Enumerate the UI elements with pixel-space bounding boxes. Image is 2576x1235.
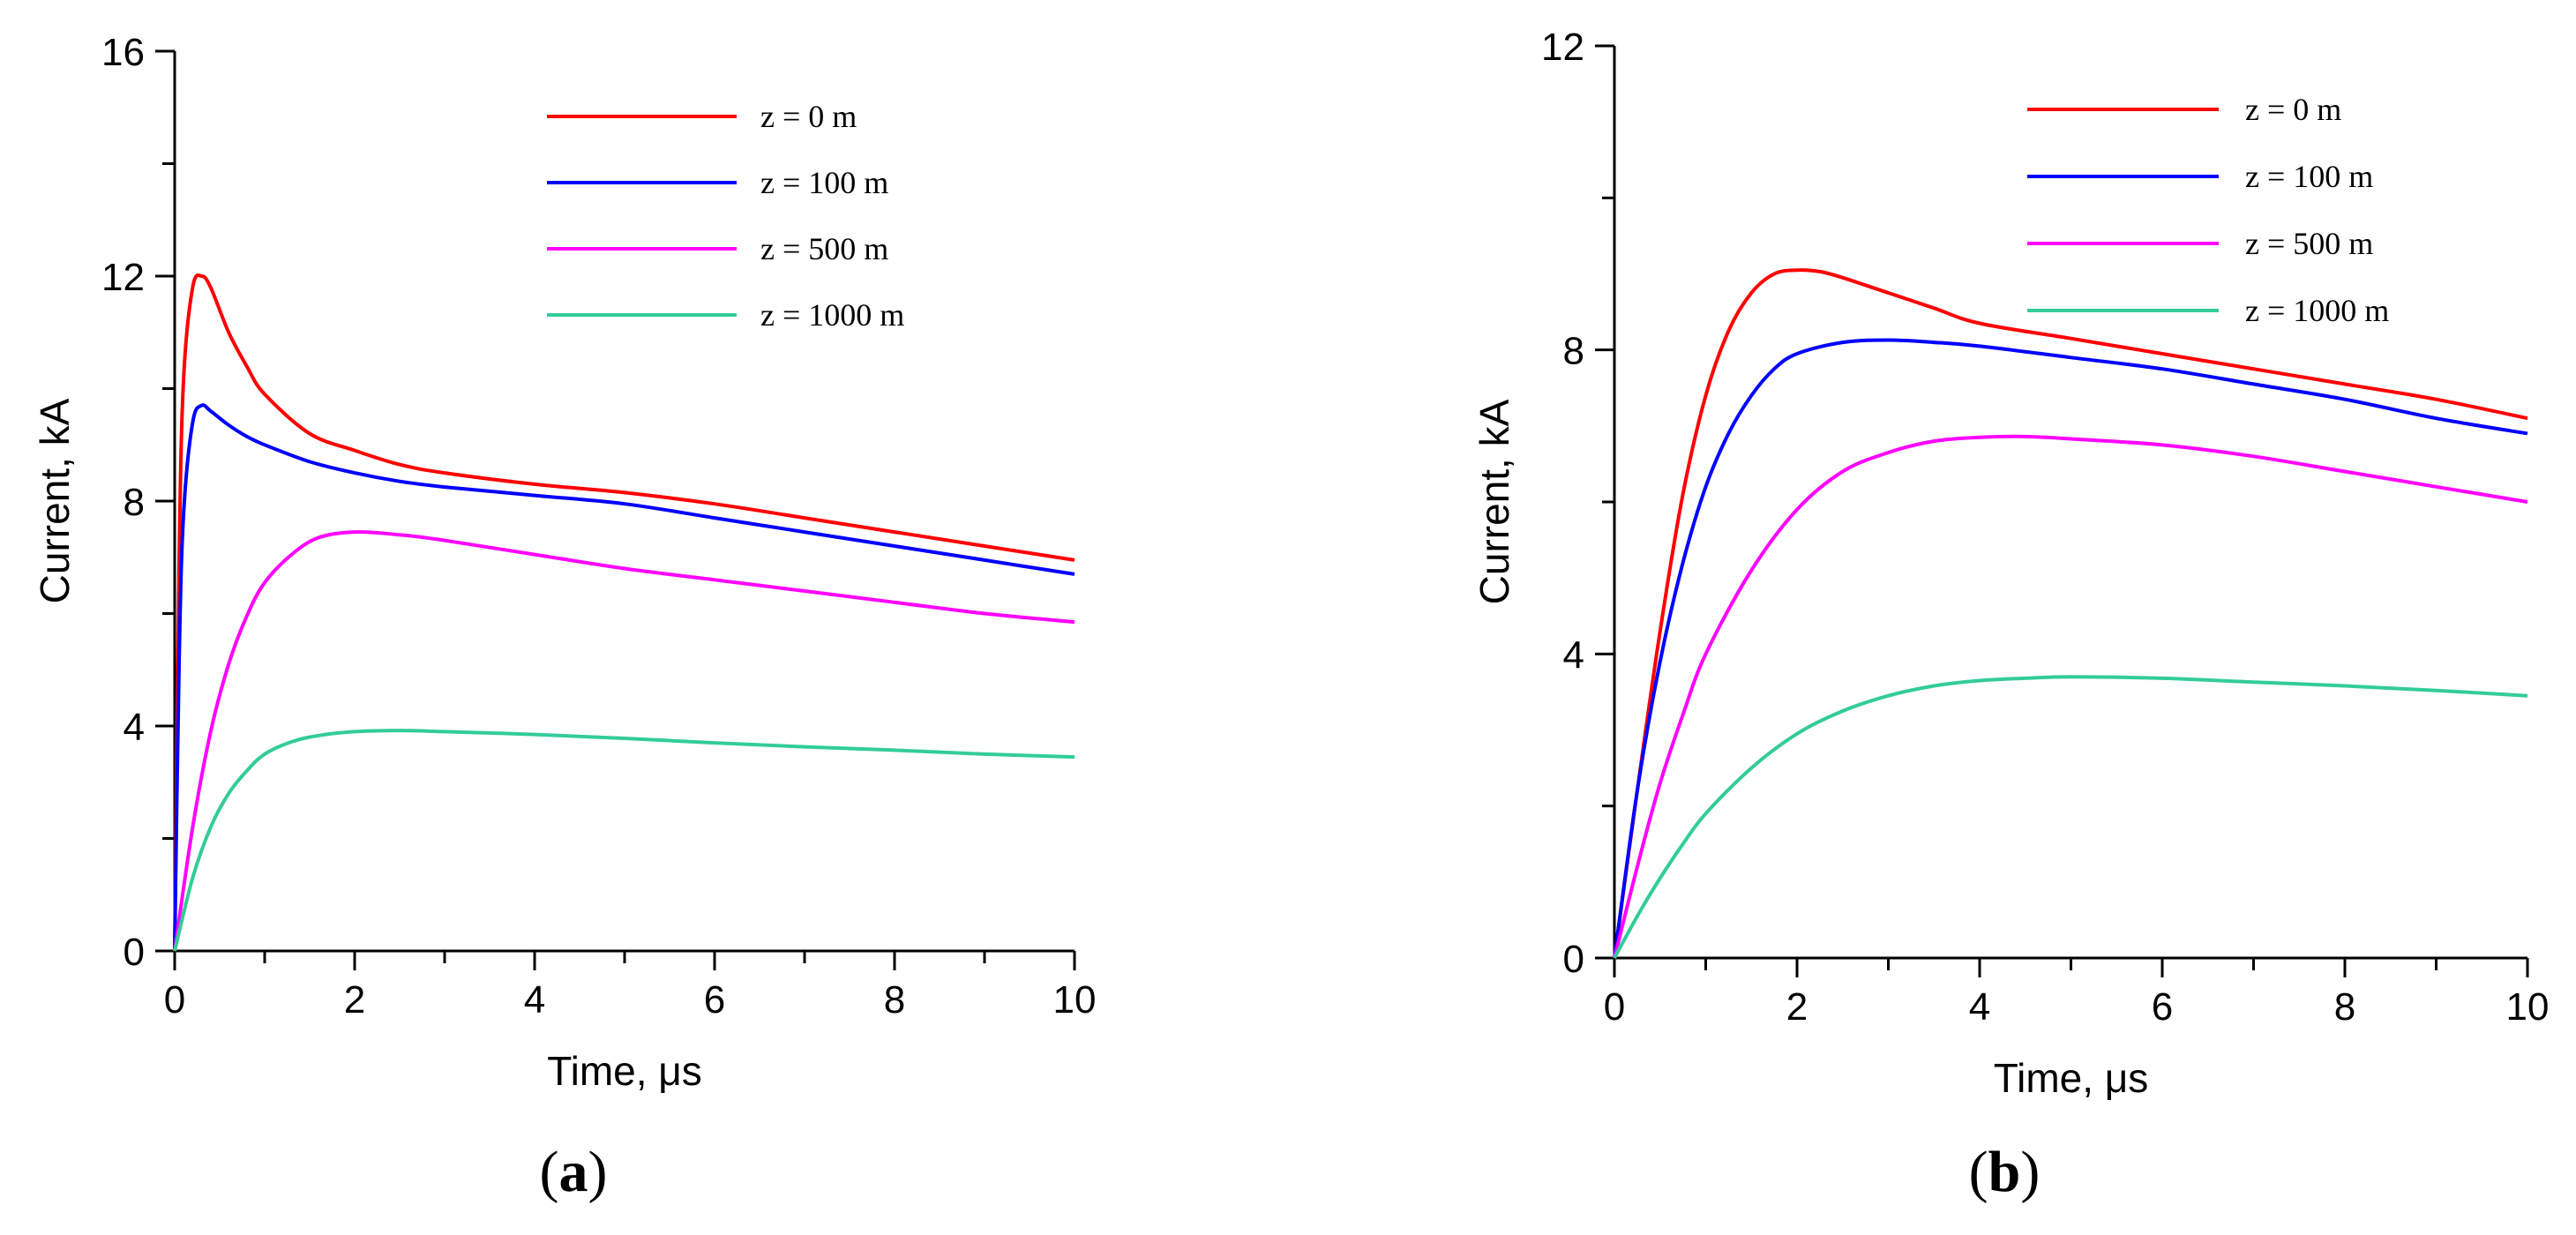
y-tick-label: 0 xyxy=(124,931,145,974)
x-tick-label: 10 xyxy=(2506,985,2550,1029)
y-axis-title: Current, kA xyxy=(1471,399,1517,604)
legend-label-3: z = 500 m xyxy=(760,231,888,266)
legend-label-4: z = 1000 m xyxy=(760,297,904,333)
legend-label-2: z = 100 m xyxy=(760,165,888,200)
series-line-3 xyxy=(1613,434,2528,959)
legend-label-1: z = 0 m xyxy=(760,99,857,134)
x-tick-label: 4 xyxy=(524,978,545,1022)
x-tick-label: 10 xyxy=(1053,978,1097,1022)
y-tick-label: 8 xyxy=(124,481,145,524)
y-tick-label: 12 xyxy=(1541,26,1584,69)
series-line-2 xyxy=(173,403,1075,952)
legend-label-2: z = 100 m xyxy=(2245,159,2373,194)
series-line-4 xyxy=(1613,675,2528,959)
x-axis-title: Time, μs xyxy=(1994,1055,2149,1101)
x-tick-label: 2 xyxy=(1786,985,1808,1029)
y-tick-label: 12 xyxy=(101,256,145,299)
x-tick-label: 2 xyxy=(344,978,365,1022)
x-tick-label: 4 xyxy=(1969,985,1990,1029)
series-line-1 xyxy=(173,273,1075,952)
y-tick-label: 4 xyxy=(1563,633,1584,677)
series-line-2 xyxy=(1613,338,2528,959)
legend-label-4: z = 1000 m xyxy=(2245,293,2389,328)
y-axis-title: Current, kA xyxy=(32,398,78,603)
y-tick-label: 4 xyxy=(124,706,145,749)
y-tick-label: 16 xyxy=(101,31,145,74)
y-tick-label: 0 xyxy=(1563,938,1584,981)
x-tick-label: 0 xyxy=(1604,985,1625,1029)
x-tick-label: 8 xyxy=(2334,985,2355,1029)
x-tick-label: 0 xyxy=(164,978,185,1022)
chart-panel-b: 0 2 4 6 8 10 0 4 8 12 Time, μs Current, kA z = 0 m z … xyxy=(1471,26,2549,1204)
series-line-4 xyxy=(173,729,1075,952)
series-line-3 xyxy=(173,529,1075,952)
panel-label: (b) xyxy=(1969,1140,2041,1204)
x-tick-label: 8 xyxy=(884,978,905,1022)
panel-label: (a) xyxy=(540,1140,608,1204)
chart-panel-a: 0 2 4 6 8 10 0 4 8 12 16 Time, μs Current, kA z = 0 m… xyxy=(32,31,1096,1204)
x-tick-label: 6 xyxy=(2152,985,2173,1029)
series-line-1 xyxy=(1613,268,2528,959)
x-axis-title: Time, μs xyxy=(547,1048,702,1094)
y-tick-label: 8 xyxy=(1563,330,1584,373)
x-tick-label: 6 xyxy=(704,978,725,1022)
legend-label-3: z = 500 m xyxy=(2245,226,2373,261)
legend-label-1: z = 0 m xyxy=(2245,92,2341,127)
